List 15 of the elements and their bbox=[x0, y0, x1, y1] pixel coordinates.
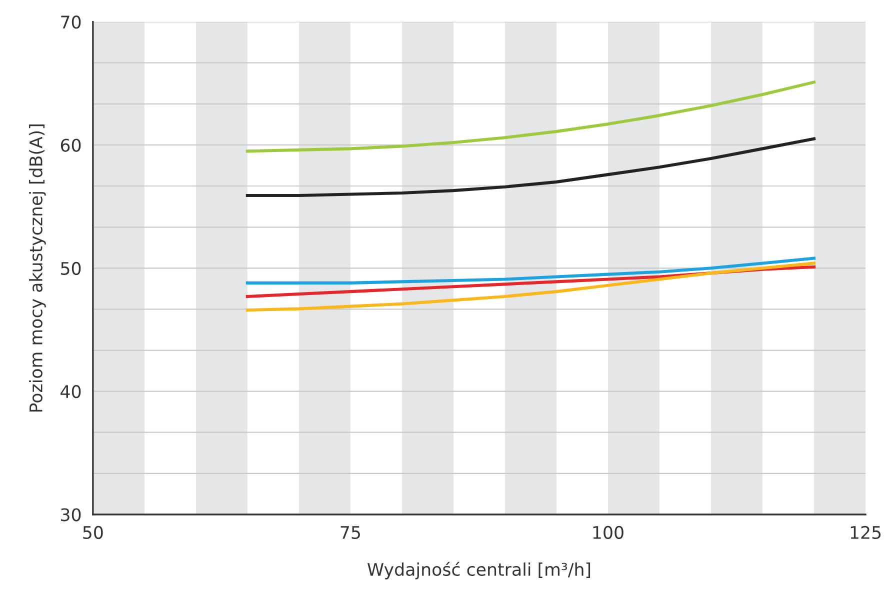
y-tick-label: 40 bbox=[60, 385, 81, 398]
line-series bbox=[246, 137, 816, 198]
y-tick-label: 50 bbox=[61, 262, 81, 275]
line-series bbox=[246, 256, 816, 284]
x-tick-label: 75 bbox=[340, 526, 360, 540]
x-axis-title: Wydajność centrali [m³/h] bbox=[368, 562, 590, 580]
y-tick-label: 30 bbox=[61, 508, 81, 522]
x-tick-label: 100 bbox=[593, 526, 624, 540]
y-axis-title: Poziom mocy akustycznej [dB(A)] bbox=[29, 124, 46, 412]
y-tick-label: 70 bbox=[61, 16, 81, 29]
line-series bbox=[246, 80, 816, 153]
line-series bbox=[246, 262, 816, 312]
y-tick-label: 60 bbox=[60, 138, 81, 152]
x-tick-label: 50 bbox=[83, 526, 103, 540]
x-tick-label: 125 bbox=[850, 526, 881, 540]
